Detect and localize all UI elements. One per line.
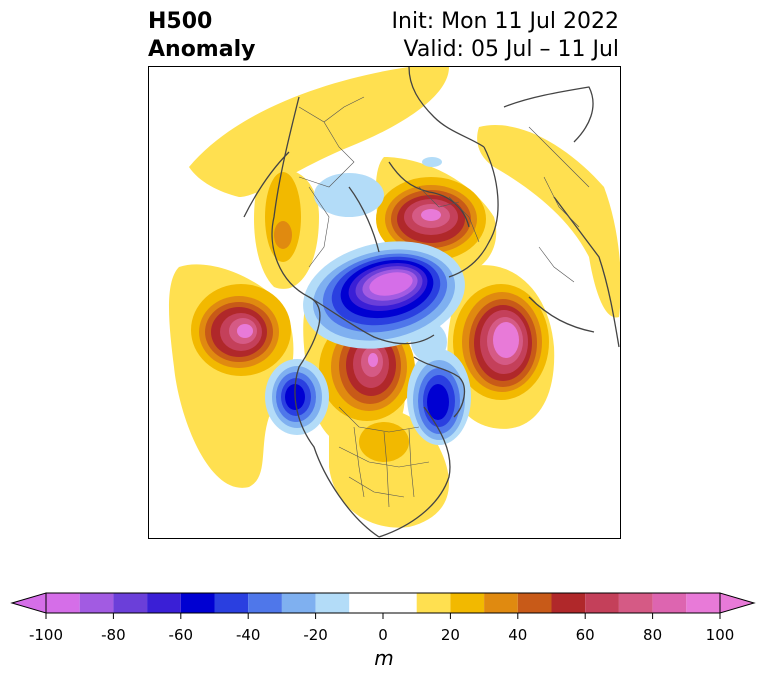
valid-period: Valid: 05 Jul – 11 Jul <box>403 37 619 62</box>
colorbar-segment <box>147 593 181 613</box>
colorbar-tick-label: 40 <box>508 626 528 644</box>
anomaly-negative-70 <box>348 263 428 311</box>
colorbar-tick-label: -60 <box>168 626 194 644</box>
colorbar-tick-label: 100 <box>705 626 735 644</box>
colorbar-tick-label: -100 <box>28 626 64 644</box>
colorbar-segment <box>248 593 282 613</box>
coastlines <box>243 67 620 538</box>
anomaly-positive-90 <box>237 209 519 367</box>
field-type: Anomaly <box>148 37 256 62</box>
colorbar-segment <box>46 593 80 613</box>
anomaly-map <box>148 66 621 539</box>
colorbar-tick-label: -80 <box>101 626 126 644</box>
field-name: H500 <box>148 9 213 34</box>
map-title-right: Init: Mon 11 Jul 2022 Valid: 05 Jul – 11… <box>392 8 619 64</box>
colorbar-units: m <box>374 646 394 670</box>
colorbar-segment <box>281 593 316 613</box>
colorbar-segment <box>450 593 485 613</box>
colorbar-segment <box>416 593 451 613</box>
colorbar-segment <box>113 593 148 613</box>
colorbar <box>10 592 756 619</box>
colorbar-segment <box>551 593 586 613</box>
colorbar-segment <box>585 593 619 613</box>
colorbar-segment <box>315 593 350 613</box>
map-canvas <box>169 67 620 538</box>
colorbar-tick-label: -40 <box>235 626 261 644</box>
colorbar-tick-label: 0 <box>378 626 388 644</box>
colorbar-tick-label: 80 <box>643 626 663 644</box>
colorbar-tick-label: 60 <box>575 626 595 644</box>
colorbar-extend-max <box>719 592 756 614</box>
colorbar-segment <box>79 593 114 613</box>
borders <box>298 96 590 508</box>
colorbar-segment <box>652 593 687 613</box>
colorbar-segment <box>618 593 653 613</box>
colorbar-segment <box>349 593 417 613</box>
colorbar-segment <box>686 593 720 613</box>
colorbar-extend-min <box>10 592 47 614</box>
map-title-left: H500 Anomaly <box>148 8 255 64</box>
colorbar-segment <box>517 593 552 613</box>
colorbar-tick-label: -20 <box>303 626 328 644</box>
colorbar-segment <box>484 593 518 613</box>
init-time: Init: Mon 11 Jul 2022 <box>391 9 619 34</box>
colorbar-segment <box>180 593 215 613</box>
colorbar-segment <box>214 593 249 613</box>
colorbar-tick-label: 20 <box>440 626 460 644</box>
